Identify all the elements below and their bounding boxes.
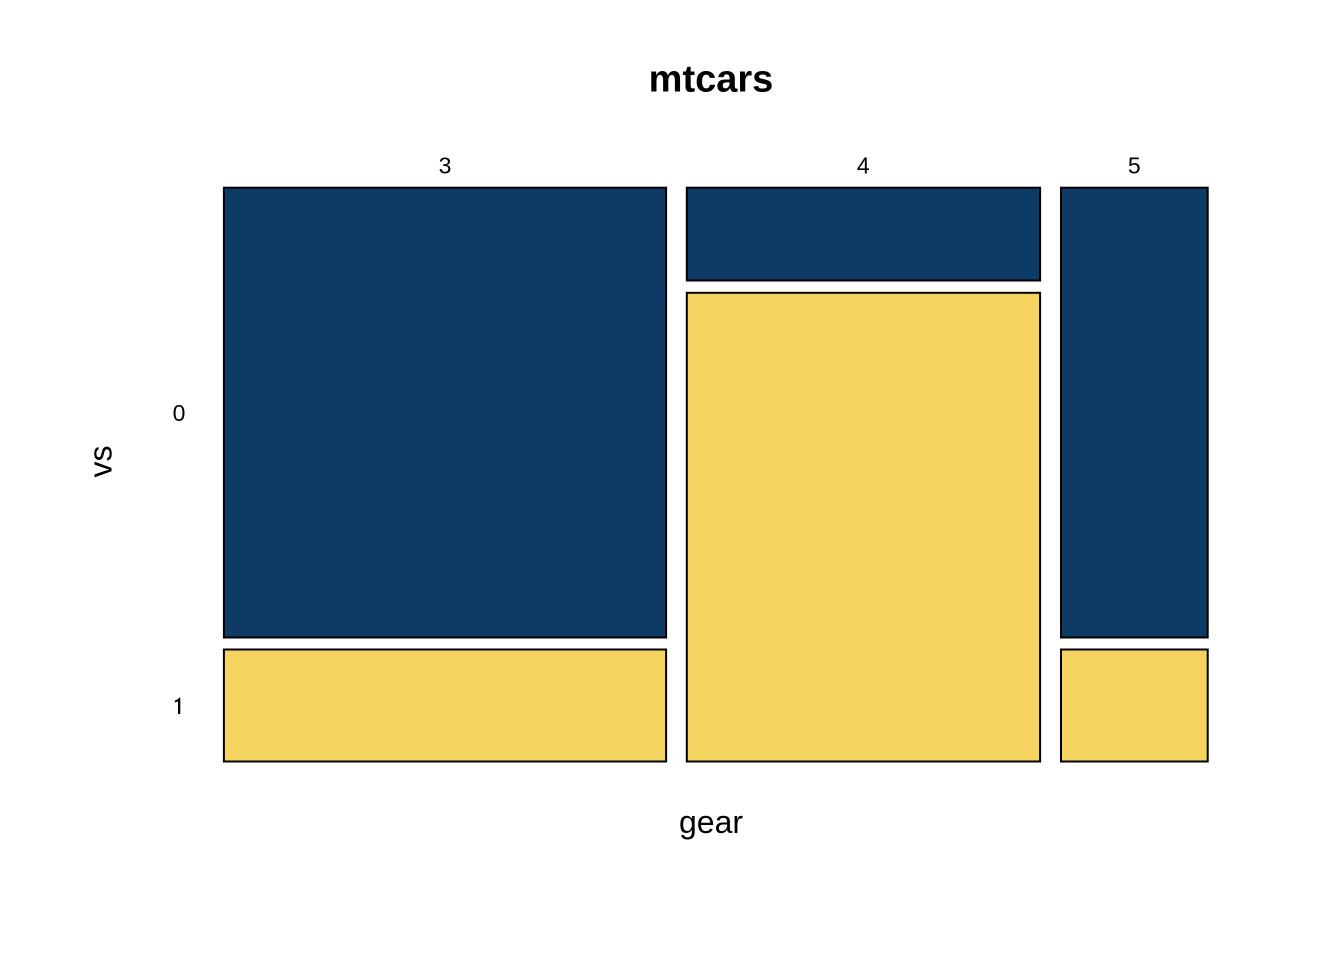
svg-text:5: 5 (1128, 153, 1141, 179)
svg-text:4: 4 (857, 153, 870, 179)
svg-text:0: 0 (173, 400, 186, 426)
svg-text:vs: vs (83, 446, 119, 478)
svg-text:gear: gear (679, 804, 743, 840)
svg-text:3: 3 (439, 153, 452, 179)
svg-text:mtcars: mtcars (649, 59, 774, 101)
